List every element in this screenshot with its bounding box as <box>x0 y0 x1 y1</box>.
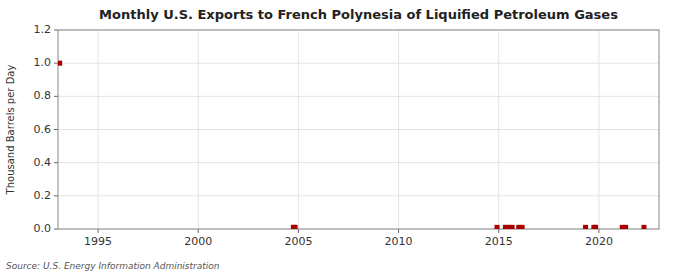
tick-label: 1995 <box>84 235 112 248</box>
axis-label: Thousand Barrels per Day <box>5 65 16 196</box>
grid-line <box>298 30 299 229</box>
tick-label: 0.6 <box>34 123 52 136</box>
point <box>583 225 588 229</box>
tick-label: 2020 <box>585 235 613 248</box>
plot-background <box>58 30 659 229</box>
tick-label: 2010 <box>385 235 413 248</box>
points <box>58 61 646 229</box>
grid-line <box>498 30 499 229</box>
grid-line <box>58 195 659 196</box>
tick <box>398 229 399 233</box>
grid-line <box>198 30 199 229</box>
tick-label: 0.2 <box>34 189 52 202</box>
tick <box>54 96 58 97</box>
tick-label: 0.4 <box>34 156 52 169</box>
tick <box>54 30 58 31</box>
tick-label: 0.8 <box>34 89 52 102</box>
grid-line <box>58 162 659 163</box>
grid-line <box>58 63 659 64</box>
tick-label: 1.0 <box>34 56 52 69</box>
tick-label: 0.0 <box>34 222 52 235</box>
tick <box>54 162 58 163</box>
plot-frame <box>58 30 659 229</box>
tick <box>298 229 299 233</box>
point <box>293 225 298 229</box>
grid-line <box>98 30 99 229</box>
point <box>593 225 598 229</box>
tick <box>198 229 199 233</box>
point <box>510 225 515 229</box>
tick <box>54 129 58 130</box>
grid-line <box>598 30 599 229</box>
point <box>623 225 628 229</box>
grid-line <box>398 30 399 229</box>
grid-line <box>58 129 659 130</box>
title: Monthly U.S. Exports to French Polynesia… <box>99 7 618 22</box>
tick-label: 2000 <box>184 235 212 248</box>
grid <box>58 30 659 229</box>
chart: 0.0 0.2 0.4 0.6 0.8 1.0 1.2 1995 2000 2005 2010 201… <box>0 0 675 275</box>
point <box>495 225 500 229</box>
grid-line <box>58 96 659 97</box>
axes: 0.0 0.2 0.4 0.6 0.8 1.0 1.2 1995 2000 2005 2010 201… <box>34 23 660 248</box>
tick-label: 2005 <box>284 235 312 248</box>
tick <box>598 229 599 233</box>
tick-label: 1.2 <box>34 23 52 36</box>
tick <box>498 229 499 233</box>
tick <box>54 195 58 196</box>
tick-label: 2015 <box>485 235 513 248</box>
annotation: Source: U.S. Energy Information Administ… <box>6 261 220 271</box>
tick <box>54 63 58 64</box>
tick <box>98 229 99 233</box>
tick <box>54 229 58 230</box>
point <box>641 225 646 229</box>
point <box>520 225 525 229</box>
point <box>58 61 62 66</box>
